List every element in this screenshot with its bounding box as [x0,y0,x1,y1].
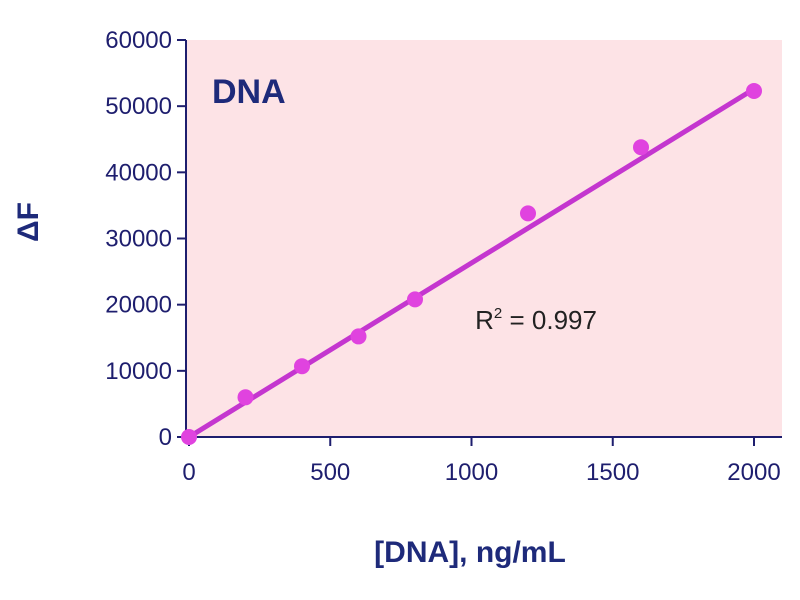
r-squared-sup: 2 [494,305,502,322]
plot-background [186,40,782,437]
y-tick-label: 40000 [105,159,172,186]
y-tick-label: 10000 [105,358,172,385]
data-point [350,328,367,345]
chart-title: DNA [212,73,286,111]
x-tick-label: 0 [182,459,195,486]
x-axis-title: [DNA], ng/mL [374,536,566,569]
r-squared-annotation: R2 = 0.997 [475,305,597,335]
data-point [181,429,197,445]
r-squared-base: R [475,305,494,335]
x-tick-label: 2000 [727,459,780,486]
y-tick-label: 20000 [105,292,172,319]
y-tick-label: 50000 [105,93,172,120]
x-tick-label: 1000 [445,459,498,486]
series-layer [181,82,762,445]
data-point [237,389,254,406]
fit-line [186,86,757,440]
data-point [294,358,310,375]
y-tick-label: 0 [159,424,172,451]
x-tick-label: 1500 [586,459,639,486]
data-point [407,291,423,308]
x-axis: 0 500 1000 1500 2000 [182,436,782,486]
y-tick-label: 60000 [105,27,172,54]
data-point [520,205,536,222]
y-axis: 0 10000 20000 30000 40000 50000 60000 [105,27,187,451]
y-tick-label: 30000 [105,226,172,253]
data-point [633,139,649,156]
x-tick-label: 500 [310,459,350,486]
r-squared-value: = 0.997 [502,305,597,335]
data-point [746,82,762,99]
y-axis-title: ΔF [12,202,45,242]
